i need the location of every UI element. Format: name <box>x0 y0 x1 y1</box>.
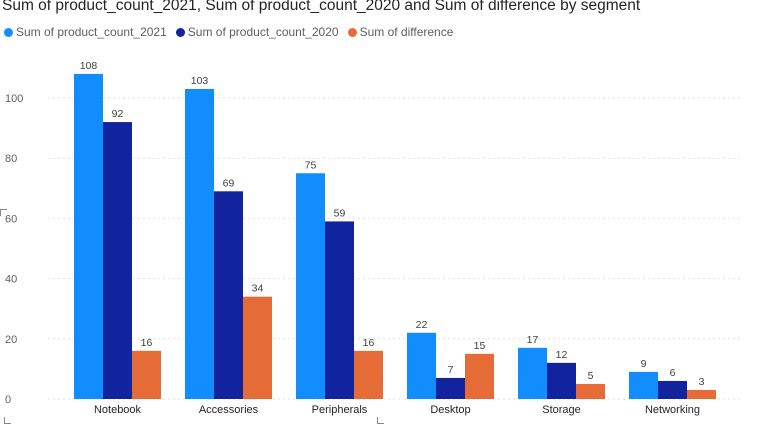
bar-accessories-s0[interactable] <box>185 88 214 399</box>
y-tick-label: 80 <box>5 153 17 165</box>
y-axis-ticks: 0 20 40 60 80 100 <box>5 93 23 406</box>
bar-desktop-s0[interactable] <box>407 332 436 399</box>
data-label: 69 <box>223 177 235 189</box>
legend-dot-icon <box>175 27 185 37</box>
data-label: 17 <box>527 334 539 346</box>
legend-label: Sum of product_count_2021 <box>16 25 167 39</box>
data-label: 3 <box>699 376 705 388</box>
legend-item-2020[interactable]: Sum of product_count_2020 <box>175 25 339 39</box>
visual-corner-top-left <box>0 209 7 216</box>
data-label: 16 <box>363 337 375 349</box>
bar-desktop-s2[interactable] <box>465 353 494 399</box>
legend-dot-icon <box>4 27 13 37</box>
data-label: 92 <box>112 108 124 120</box>
x-axis-ticks: Notebook Accessories Peripherals Desktop Sto… <box>94 404 700 416</box>
bar-peripherals-s0[interactable] <box>296 173 325 399</box>
chart-title-text: Sum of product_count_2021, Sum of produc… <box>2 0 641 14</box>
x-tick-label: Desktop <box>430 404 470 416</box>
bar-desktop-s1[interactable] <box>436 377 465 399</box>
visual-corner-bottom-left <box>4 417 11 424</box>
data-label: 9 <box>641 358 647 370</box>
x-tick-label: Storage <box>542 404 581 416</box>
data-label: 15 <box>474 340 486 352</box>
legend-dot-icon <box>347 27 357 37</box>
data-label: 34 <box>252 283 264 295</box>
data-label: 16 <box>141 337 153 349</box>
data-label: 7 <box>448 364 454 376</box>
bar-networking-s1[interactable] <box>658 380 687 399</box>
bars <box>74 73 716 400</box>
x-tick-label: Networking <box>645 404 700 416</box>
y-tick-label: 40 <box>5 274 17 286</box>
x-tick-label: Peripherals <box>312 404 368 416</box>
data-label: 22 <box>416 319 428 331</box>
bar-notebook-s1[interactable] <box>103 122 132 399</box>
bar-networking-s2[interactable] <box>687 389 716 399</box>
bar-notebook-s2[interactable] <box>132 350 161 399</box>
chart-legend: Sum of product_count_2021 Sum of product… <box>4 25 453 39</box>
y-tick-label: 0 <box>5 394 11 406</box>
y-tick-label: 100 <box>5 93 23 105</box>
bar-notebook-s0[interactable] <box>74 73 103 400</box>
legend-label: Sum of product_count_2020 <box>187 25 339 39</box>
data-label: 103 <box>191 75 209 87</box>
bar-storage-s0[interactable] <box>518 347 547 399</box>
bar-storage-s2[interactable] <box>576 383 605 399</box>
y-tick-label: 20 <box>5 334 17 346</box>
bar-peripherals-s1[interactable] <box>325 221 354 399</box>
data-label: 5 <box>588 370 594 382</box>
data-label: 12 <box>556 349 568 361</box>
data-label: 75 <box>305 159 317 171</box>
legend-item-difference[interactable]: Sum of difference <box>347 25 454 39</box>
x-tick-label: Notebook <box>94 404 142 416</box>
gridlines <box>48 97 742 400</box>
data-label: 6 <box>670 367 676 379</box>
bar-storage-s1[interactable] <box>547 362 576 399</box>
y-tick-label: 60 <box>5 213 17 225</box>
legend-label: Sum of difference <box>359 25 454 39</box>
bar-accessories-s1[interactable] <box>214 191 243 399</box>
bar-networking-s0[interactable] <box>629 371 658 399</box>
data-label: 59 <box>334 207 346 219</box>
visual-corner-bottom-right <box>377 417 384 424</box>
bar-accessories-s2[interactable] <box>243 296 272 399</box>
data-label: 108 <box>80 60 98 72</box>
bar-peripherals-s2[interactable] <box>354 350 383 399</box>
legend-item-2021[interactable]: Sum of product_count_2021 <box>4 25 167 39</box>
x-tick-label: Accessories <box>199 404 259 416</box>
